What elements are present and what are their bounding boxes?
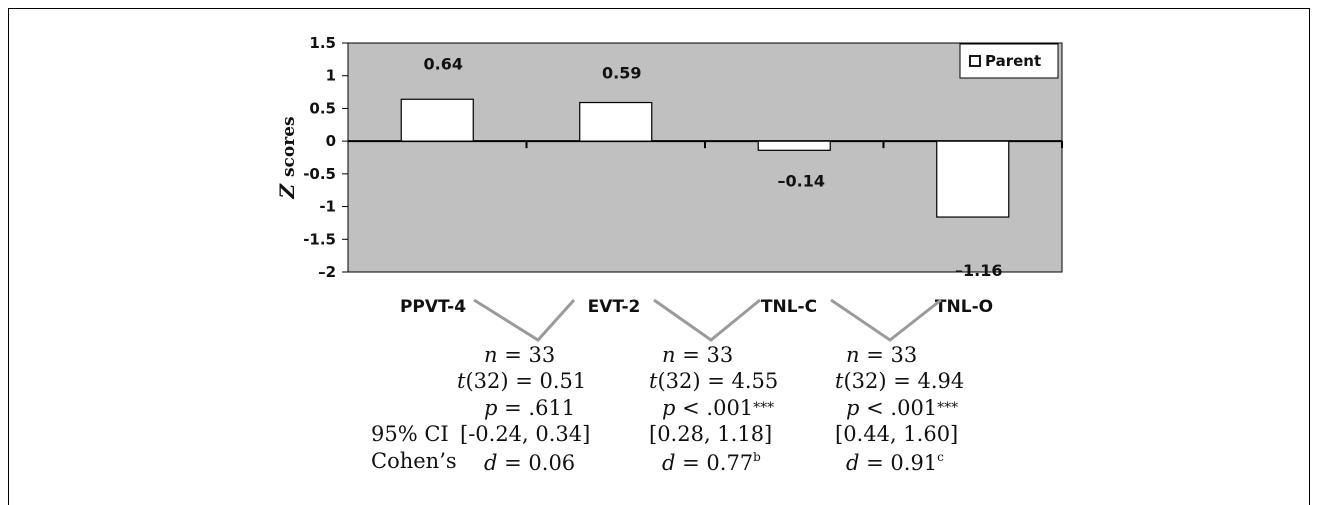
stat-d-3: d = 0.91c	[846, 450, 944, 475]
stat-ci-1: [-0.24, 0.34]	[460, 422, 591, 446]
y-axis-title-rest: scores	[279, 116, 299, 177]
data-label: –1.16	[955, 261, 1002, 280]
legend-label: Parent	[985, 52, 1041, 70]
comparison-connector	[653, 298, 761, 342]
stat-t-1: t(32) = 0.51	[457, 369, 587, 393]
y-tick-label: 0.5	[309, 99, 336, 117]
data-label: –0.14	[778, 171, 825, 190]
y-tick-label: 0	[326, 132, 336, 150]
y-tick-label: 1	[326, 67, 336, 85]
y-tick-label: -1.5	[303, 230, 336, 248]
stat-t-3: t(32) = 4.94	[835, 369, 965, 393]
data-label: 0.64	[424, 54, 463, 73]
bar-tnl-o	[936, 140, 1010, 218]
stat-ci-label: 95% CI	[371, 422, 449, 446]
stat-p-2: p < .001***	[662, 396, 775, 420]
stat-cohens-label: Cohen’s	[371, 449, 457, 473]
data-label: 0.59	[602, 64, 641, 83]
category-label: TNL-O	[935, 297, 993, 317]
y-axis-title-italic: Z	[275, 177, 299, 200]
bar-tnl-c	[757, 140, 831, 151]
frame-left-border	[8, 8, 9, 505]
stat-d-2: d = 0.77b	[662, 450, 761, 475]
category-label: PPVT-4	[400, 297, 466, 317]
stat-ci-2: [0.28, 1.18]	[649, 422, 773, 446]
y-tick-label: -0.5	[303, 165, 336, 183]
bar-evt-2	[579, 101, 653, 142]
comparison-connector	[473, 298, 576, 342]
y-tick-label: –2	[318, 263, 336, 281]
y-axis-title: Z scores	[275, 116, 299, 199]
category-label: TNL-C	[761, 297, 817, 317]
stat-n-3: n = 33	[846, 343, 918, 367]
frame-top-border	[8, 8, 1310, 9]
stat-d-1: d = 0.06	[484, 451, 576, 475]
stat-ci-3: [0.44, 1.60]	[835, 422, 959, 446]
y-tick-label: -1	[319, 198, 336, 216]
legend-swatch	[969, 55, 981, 67]
frame-right-border	[1309, 8, 1310, 505]
stat-p-1: p = .611	[484, 396, 576, 420]
bar-ppvt-4	[400, 98, 474, 142]
category-label: EVT-2	[588, 297, 641, 317]
stat-p-3: p < .001***	[846, 396, 959, 420]
y-tick-label: 1.5	[309, 34, 336, 52]
stat-t-2: t(32) = 4.55	[649, 369, 779, 393]
comparison-connector	[830, 298, 942, 342]
stat-n-2: n = 33	[662, 343, 734, 367]
stat-n-1: n = 33	[484, 343, 556, 367]
